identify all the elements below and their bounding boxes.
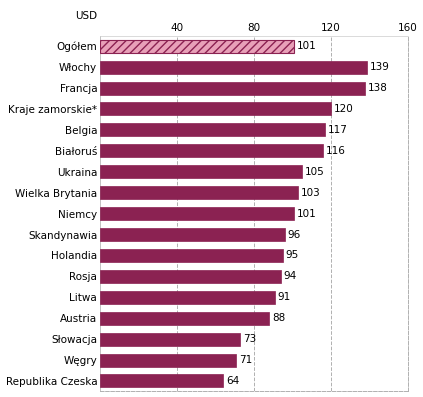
Text: 73: 73	[243, 334, 256, 344]
Bar	[100, 145, 323, 157]
Text: 101: 101	[297, 208, 317, 219]
Text: USD: USD	[75, 12, 97, 21]
Bar	[100, 270, 281, 283]
Text: 101: 101	[297, 41, 317, 51]
Bar	[100, 312, 269, 325]
Text: 103: 103	[301, 188, 321, 198]
Bar	[100, 165, 302, 178]
Bar	[100, 354, 236, 366]
Text: 138: 138	[368, 83, 388, 93]
Text: 95: 95	[286, 251, 299, 260]
Bar	[100, 249, 283, 262]
Bar	[100, 333, 240, 346]
Bar	[100, 374, 223, 387]
Bar	[100, 81, 365, 94]
Bar	[100, 291, 275, 304]
Text: 71: 71	[239, 355, 253, 365]
Text: 139: 139	[370, 62, 390, 72]
Text: 105: 105	[305, 167, 324, 177]
Text: 94: 94	[283, 272, 297, 281]
Text: 64: 64	[226, 376, 239, 386]
Bar	[100, 228, 285, 241]
Text: 117: 117	[328, 125, 348, 135]
Bar	[100, 102, 331, 116]
Bar	[100, 40, 294, 53]
Bar	[100, 186, 298, 199]
Text: 96: 96	[287, 229, 301, 239]
Bar	[100, 123, 325, 137]
Text: 91: 91	[278, 292, 291, 302]
Text: 88: 88	[272, 313, 285, 323]
Text: 120: 120	[334, 104, 353, 114]
Bar	[100, 61, 367, 73]
Text: 116: 116	[326, 146, 346, 156]
Bar	[100, 207, 294, 220]
